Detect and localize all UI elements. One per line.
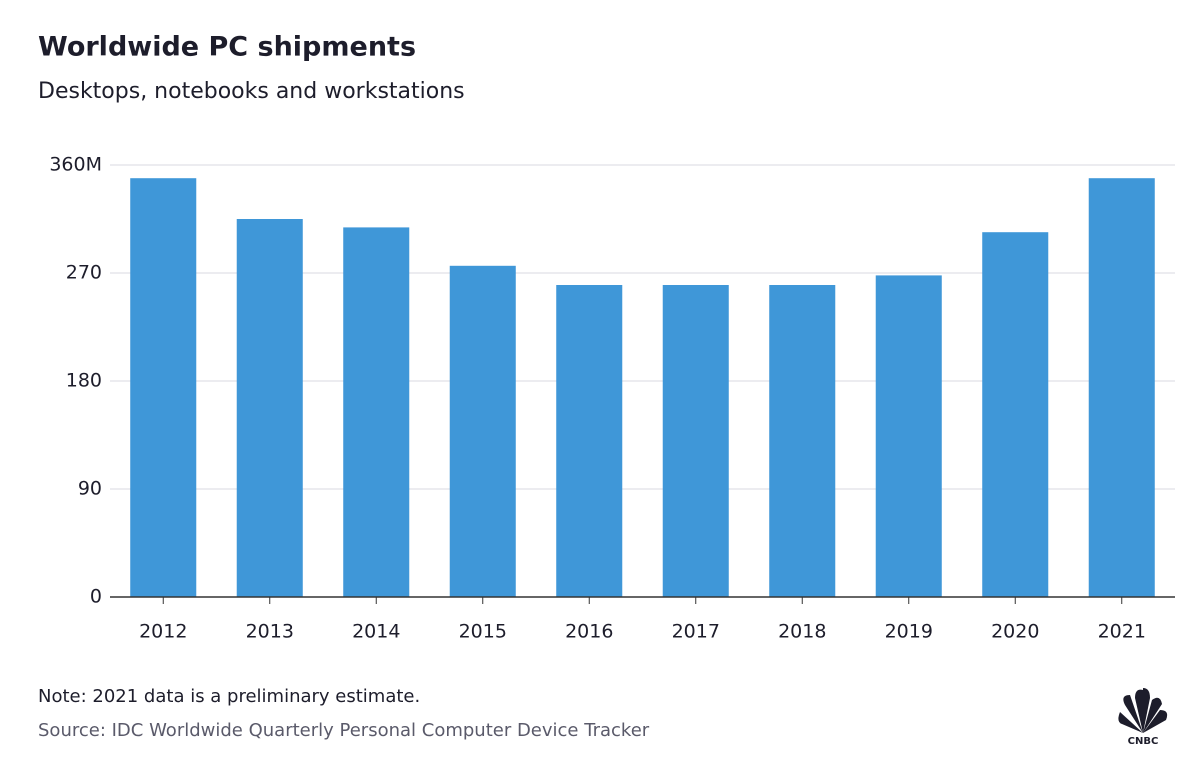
logo-icon	[1118, 688, 1168, 733]
x-tick-label: 2016	[565, 621, 613, 643]
y-tick-label: 0	[90, 586, 102, 608]
x-tick-label: 2015	[459, 621, 507, 643]
y-tick-label: 180	[66, 370, 102, 392]
x-tick-label: 2013	[246, 621, 294, 643]
bar	[343, 227, 410, 597]
bar	[769, 285, 836, 597]
x-tick-label: 2021	[1098, 621, 1146, 643]
x-tick-label: 2019	[885, 621, 933, 643]
bar	[130, 178, 197, 597]
y-tick-label: 360M	[49, 154, 102, 176]
x-tick-label: 2012	[139, 621, 187, 643]
x-tick-label: 2020	[991, 621, 1039, 643]
x-tick-label: 2014	[352, 621, 400, 643]
y-tick-label: 90	[78, 478, 102, 500]
bar	[556, 285, 623, 597]
bar	[875, 275, 942, 597]
bar	[662, 285, 729, 597]
chart-subtitle: Desktops, notebooks and workstations	[38, 79, 465, 104]
bar	[236, 219, 303, 597]
chart-title: Worldwide PC shipments	[38, 32, 416, 63]
bar	[1088, 178, 1155, 597]
x-tick-label: 2017	[672, 621, 720, 643]
bar	[982, 232, 1049, 597]
y-tick-label: 270	[66, 262, 102, 284]
bar	[449, 265, 516, 597]
x-tick-label: 2018	[778, 621, 826, 643]
source: Source: IDC Worldwide Quarterly Personal…	[38, 720, 650, 741]
logo: CNBC	[1118, 688, 1168, 747]
logo-text: CNBC	[1128, 736, 1159, 747]
note: Note: 2021 data is a preliminary estimat…	[38, 686, 420, 707]
